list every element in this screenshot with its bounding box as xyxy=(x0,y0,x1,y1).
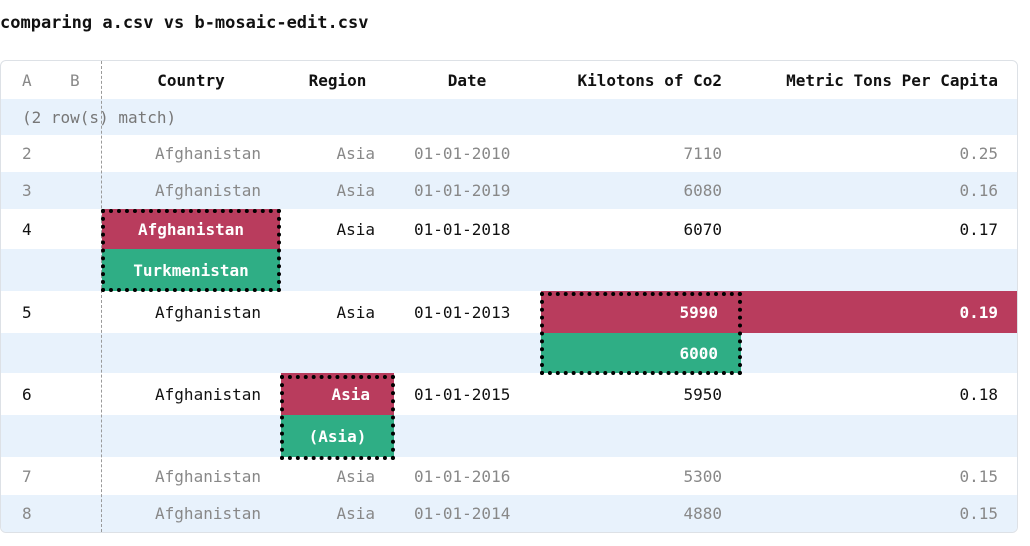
per-capita-old-value[interactable]: 0.19 xyxy=(741,291,1017,333)
region-cell: Asia xyxy=(336,144,375,163)
country-cell: Afghanistan xyxy=(155,144,261,163)
kilotons-cell: 6080 xyxy=(683,181,722,200)
per-capita-cell: 0.25 xyxy=(959,144,998,163)
country-old-value[interactable]: Afghanistan xyxy=(102,209,280,249)
match-summary-row: (2 row(s) match) xyxy=(1,99,1017,135)
row-number: 3 xyxy=(22,181,32,200)
country-cell: Afghanistan xyxy=(155,181,261,200)
date-cell: 01-01-2015 xyxy=(414,384,511,404)
table-header: A B Country Region Date Kilotons of Co2 … xyxy=(1,61,1017,99)
country-cell: Afghanistan xyxy=(155,384,261,404)
country-cell: Afghanistan xyxy=(155,302,261,322)
region-cell: Asia xyxy=(336,504,375,523)
kilotons-cell: 6070 xyxy=(683,219,722,239)
country-new-value[interactable]: Turkmenistan xyxy=(102,249,280,291)
region-cell: Asia xyxy=(336,219,375,239)
date-cell: 01-01-2013 xyxy=(414,302,511,322)
date-cell: 01-01-2019 xyxy=(414,181,511,200)
col-country-header[interactable]: Country xyxy=(157,70,225,90)
kilotons-cell: 5950 xyxy=(683,384,722,404)
row-number: 2 xyxy=(22,144,32,163)
region-new-value[interactable]: (Asia) xyxy=(281,415,394,457)
date-cell: 01-01-2014 xyxy=(414,504,511,523)
per-capita-cell: 0.18 xyxy=(959,384,998,404)
table-row: 3 Afghanistan Asia 01-01-2019 6080 0.16 xyxy=(1,172,1017,209)
column-divider xyxy=(101,61,102,532)
table-row-changed-new: 6000 xyxy=(1,333,1017,373)
col-a-header[interactable]: A xyxy=(22,70,32,90)
page-title: comparing a.csv vs b-mosaic-edit.csv xyxy=(0,13,369,33)
table-row: 2 Afghanistan Asia 01-01-2010 7110 0.25 xyxy=(1,135,1017,172)
col-date-header[interactable]: Date xyxy=(447,70,487,90)
table-row-changed-new: (Asia) xyxy=(1,415,1017,457)
row-number: 8 xyxy=(22,504,32,523)
date-cell: 01-01-2016 xyxy=(414,467,511,486)
kilotons-cell: 7110 xyxy=(683,144,722,163)
per-capita-cell: 0.16 xyxy=(959,181,998,200)
country-cell: Afghanistan xyxy=(155,504,261,523)
col-kilotons-header[interactable]: Kilotons of Co2 xyxy=(577,70,723,90)
row-number: 6 xyxy=(22,384,32,404)
table-row-changed: 5 Afghanistan Asia 01-01-2013 5990 0.19 xyxy=(1,291,1017,333)
country-cell: Afghanistan xyxy=(155,467,261,486)
row-number: 7 xyxy=(22,467,32,486)
kilotons-new-value[interactable]: 6000 xyxy=(541,333,741,373)
table-row: 8 Afghanistan Asia 01-01-2014 4880 0.15 xyxy=(1,495,1017,532)
region-cell: Asia xyxy=(336,302,375,322)
region-old-value[interactable]: Asia xyxy=(281,373,394,415)
kilotons-old-value[interactable]: 5990 xyxy=(541,291,741,333)
per-capita-cell: 0.15 xyxy=(959,504,998,523)
col-per-capita-header[interactable]: Metric Tons Per Capita xyxy=(786,70,998,90)
table-row-changed: 6 Afghanistan Asia 01-01-2015 5950 0.18 xyxy=(1,373,1017,415)
kilotons-cell: 4880 xyxy=(683,504,722,523)
col-region-header[interactable]: Region xyxy=(308,70,367,90)
row-number: 4 xyxy=(22,219,32,239)
col-b-header[interactable]: B xyxy=(70,70,80,90)
row-number: 5 xyxy=(22,302,32,322)
per-capita-cell: 0.15 xyxy=(959,467,998,486)
table-row-changed-new: Turkmenistan xyxy=(1,249,1017,291)
match-summary: (2 row(s) match) xyxy=(22,107,177,127)
region-cell: Asia xyxy=(336,467,375,486)
kilotons-cell: 5300 xyxy=(683,467,722,486)
per-capita-cell: 0.17 xyxy=(959,219,998,239)
region-cell: Asia xyxy=(336,181,375,200)
diff-table: A B Country Region Date Kilotons of Co2 … xyxy=(0,60,1018,533)
table-row: 7 Afghanistan Asia 01-01-2016 5300 0.15 xyxy=(1,458,1017,495)
table-row-changed: 4 Afghanistan Asia 01-01-2018 6070 0.17 xyxy=(1,209,1017,249)
date-cell: 01-01-2010 xyxy=(414,144,511,163)
date-cell: 01-01-2018 xyxy=(414,219,511,239)
